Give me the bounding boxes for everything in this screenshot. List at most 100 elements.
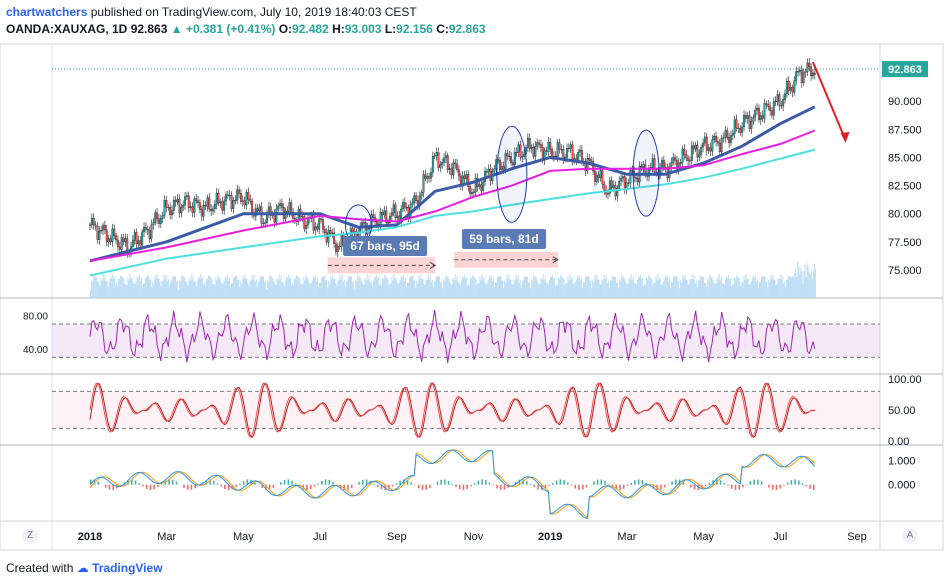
candle-body (431, 156, 434, 173)
candle-body (538, 142, 540, 145)
candle-body (636, 178, 639, 183)
volume-bar (551, 274, 554, 298)
candle-body (238, 189, 241, 194)
volume-bar (456, 275, 458, 298)
volume-bar (416, 280, 418, 298)
volume-bar (786, 279, 789, 298)
candle-body (301, 216, 304, 218)
zoom-button[interactable]: Z (22, 528, 38, 544)
candle-body (372, 214, 375, 218)
volume-bar (269, 275, 271, 298)
volume-bar (164, 279, 166, 298)
volume-bar (133, 283, 135, 298)
macd-hist-bar (544, 484, 547, 489)
volume-bar (461, 277, 463, 298)
macd-hist-bar (157, 484, 159, 488)
volume-bar (513, 279, 515, 298)
volume-bar (401, 277, 403, 298)
volume-bar (327, 287, 329, 298)
volume-bar (349, 277, 352, 298)
volume-bar (361, 281, 363, 298)
volume-bar (302, 284, 304, 298)
tradingview-brand[interactable]: TradingView (92, 561, 163, 575)
volume-bar (795, 268, 797, 298)
volume-bar (116, 286, 119, 298)
volume-bar (655, 275, 657, 298)
macd-hist-bar (239, 483, 241, 485)
volume-bar (590, 281, 592, 298)
volume-bar (772, 274, 774, 298)
volume-bar (510, 279, 512, 298)
candle-body (428, 176, 431, 179)
volume-bar (221, 284, 223, 298)
volume-bar (285, 278, 287, 298)
chart-frame (0, 43, 944, 551)
candle-body (329, 229, 332, 234)
volume-bar (519, 280, 521, 298)
volume-bar (304, 280, 306, 298)
macd-hist-bar (477, 480, 480, 485)
volume-bar (313, 278, 315, 298)
volume-bar (505, 283, 507, 298)
volume-bar (277, 280, 279, 298)
macd-hist-bar (373, 483, 375, 485)
volume-bar (576, 275, 578, 298)
volume-bar (220, 281, 222, 298)
volume-bar (423, 283, 425, 298)
volume-bar (93, 275, 95, 298)
macd-hist-bar (209, 479, 211, 485)
candle-body (305, 225, 308, 229)
volume-bar (122, 277, 124, 298)
volume-bar (204, 286, 207, 298)
volume-bar (530, 287, 532, 298)
candle-body (156, 212, 159, 220)
candle-body (103, 225, 106, 231)
volume-bar (278, 274, 280, 298)
volume-bar (299, 278, 301, 298)
candle-body (122, 237, 125, 242)
volume-bar (708, 280, 710, 298)
volume-bar (326, 279, 328, 298)
candle-body (523, 153, 526, 157)
candle-body (547, 142, 550, 152)
volume-bar (408, 277, 411, 298)
volume-bar (797, 261, 799, 298)
volume-bar (533, 274, 535, 298)
candle-body (750, 120, 753, 129)
volume-bar (217, 274, 219, 298)
candle-body (517, 144, 520, 153)
auto-scale-button[interactable]: A (902, 528, 918, 544)
candle-body (761, 115, 764, 119)
volume-bar (315, 280, 317, 298)
volume-bar (203, 282, 206, 298)
volume-bar (324, 275, 326, 298)
candle-body (474, 177, 477, 193)
volume-bar (552, 278, 555, 298)
candle-body (243, 200, 246, 206)
volume-bar (809, 274, 811, 298)
candle-body (791, 87, 794, 93)
volume-bar (131, 276, 133, 298)
volume-bar (678, 281, 680, 298)
macd-hist-bar (343, 484, 346, 490)
macd-hist-bar (455, 484, 457, 487)
volume-bar (647, 278, 649, 298)
macd-hist-bar (130, 479, 133, 485)
macd-hist-bar (153, 484, 155, 490)
volume-bar (751, 278, 753, 298)
macd-hist-bar (294, 483, 297, 485)
volume-bar (207, 279, 209, 298)
volume-bar (581, 287, 584, 298)
volume-bar (243, 278, 245, 298)
volume-bar (515, 274, 517, 298)
candle-body (467, 173, 470, 187)
volume-bar (715, 282, 717, 298)
author-name[interactable]: chartwatchers (6, 5, 88, 19)
macd-hist-bar (246, 479, 249, 485)
macd-hist-bar (585, 484, 588, 488)
volume-bar (524, 275, 527, 298)
volume-bar (582, 282, 585, 298)
volume-bar (503, 288, 505, 298)
candle-body (629, 170, 632, 184)
